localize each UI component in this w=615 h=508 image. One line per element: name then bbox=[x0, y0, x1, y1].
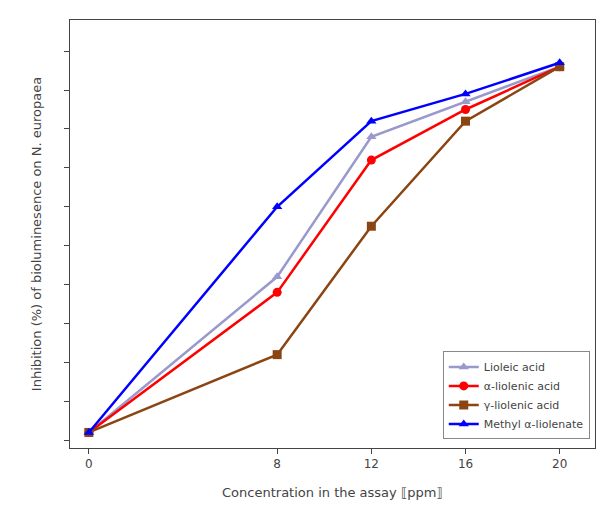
svg-text:Lioleic acid: Lioleic acid bbox=[484, 361, 545, 374]
svg-text:Inhibition (%) of bioluminesen: Inhibition (%) of bioluminesence on N. e… bbox=[29, 77, 44, 391]
svg-text:12: 12 bbox=[364, 457, 379, 471]
svg-text:α-liolenic acid: α-liolenic acid bbox=[484, 380, 560, 393]
svg-text:0: 0 bbox=[85, 457, 93, 471]
svg-text:8: 8 bbox=[273, 457, 281, 471]
svg-text:16: 16 bbox=[458, 457, 473, 471]
svg-text:Concentration in the assay ⟦pp: Concentration in the assay ⟦ppm⟧ bbox=[222, 485, 443, 500]
svg-text:20: 20 bbox=[552, 457, 567, 471]
svg-text:γ-liolenic acid: γ-liolenic acid bbox=[484, 399, 560, 412]
svg-text:Methyl α-liolenate: Methyl α-liolenate bbox=[484, 418, 584, 431]
